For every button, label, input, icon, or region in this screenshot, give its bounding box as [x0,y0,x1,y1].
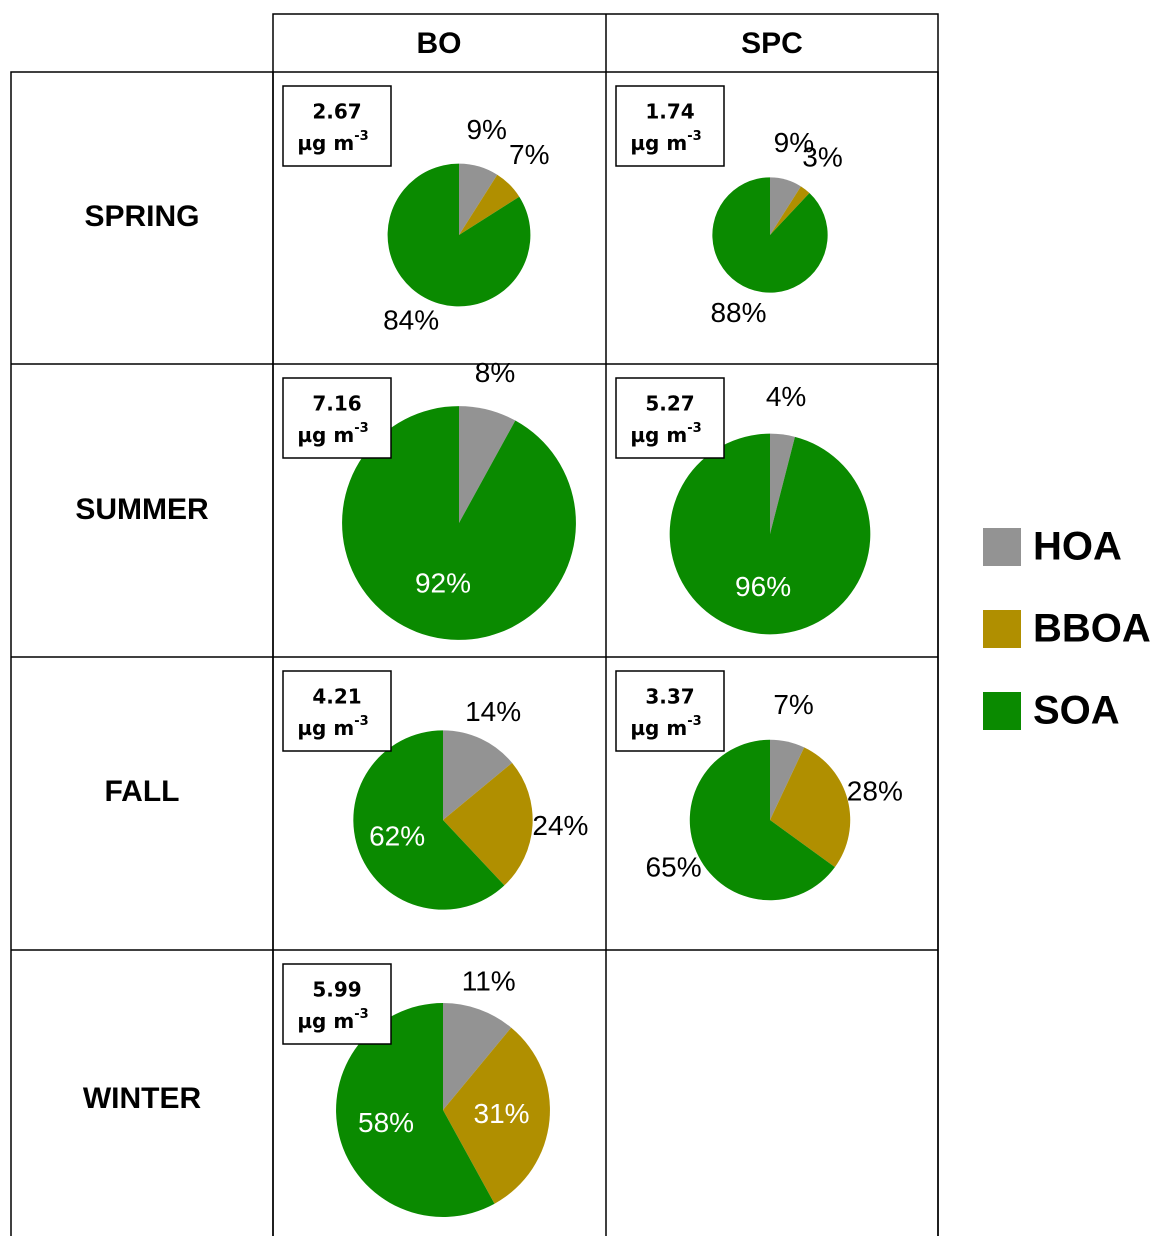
column-header: BO [417,27,462,60]
legend-label: BBOA [1033,607,1151,651]
mass-box [615,670,725,752]
mass-box [282,670,392,752]
mass-unit: µg m-3 [630,421,701,447]
unit-text: µg m [630,423,687,447]
mass-unit: µg m-3 [297,1007,368,1033]
pie-slice [669,433,871,635]
pie-label: 92% [415,568,471,599]
row-header: WINTER [83,1082,202,1115]
pie-slice [770,433,795,534]
pie-slice [770,177,801,235]
pie-label: 88% [710,297,766,328]
pie-slice [353,730,505,910]
pie-label: 96% [735,571,791,602]
row-header: SPRING [84,200,199,233]
pie-slice [443,730,513,820]
unit-text: µg m [297,131,354,155]
legend-swatch [983,692,1021,730]
pie-slice [770,186,810,235]
mass-box [282,963,392,1045]
pie-label: 62% [369,821,425,852]
unit-text: µg m [630,131,687,155]
pie [353,730,533,910]
pie-label: 65% [646,852,702,883]
pie-label: 58% [358,1107,414,1138]
unit-power: -3 [687,129,701,144]
pie [689,739,851,901]
unit-power: -3 [354,714,368,729]
mass-value: 5.99 [312,978,361,1002]
legend-swatch [983,610,1021,648]
legend-label: SOA [1033,689,1120,733]
unit-text: µg m [297,423,354,447]
mass-unit: µg m-3 [297,129,368,155]
mass-unit: µg m-3 [630,714,701,740]
mass-unit: µg m-3 [297,714,368,740]
mass-value: 5.27 [645,392,694,416]
mass-box [615,85,725,167]
mass-box [282,377,392,459]
mass-value: 2.67 [312,100,361,124]
pie-label: 3% [802,142,842,173]
mass-unit: µg m-3 [630,129,701,155]
pie [336,1003,550,1217]
pie [712,177,828,293]
unit-power: -3 [687,714,701,729]
unit-text: µg m [297,716,354,740]
pie-label: 31% [474,1098,530,1129]
unit-power: -3 [687,421,701,436]
pie-label: 7% [509,139,549,170]
pie-slice [443,1003,512,1110]
pie-label: 4% [766,381,806,412]
pie-label: 11% [462,965,516,996]
pie-slice [770,739,805,820]
mass-value: 4.21 [312,685,361,709]
mass-box [615,377,725,459]
pie-slice [712,177,828,293]
pie-label: 14% [465,696,521,727]
unit-power: -3 [354,129,368,144]
pie [387,163,531,307]
pie [342,406,576,640]
unit-text: µg m [630,716,687,740]
pie-label: 8% [475,357,515,388]
pie-slice [459,406,516,523]
pie-label: 84% [383,305,439,336]
mass-box [282,85,392,167]
pie-slice [443,1027,550,1204]
pie-label: 7% [773,689,813,720]
pie-slice [443,762,533,886]
unit-power: -3 [354,1007,368,1022]
pie [669,433,871,635]
pie-slice [770,747,851,868]
mass-unit: µg m-3 [297,421,368,447]
pie-label: 9% [774,127,814,158]
pie-slice [387,163,531,307]
row-header: SUMMER [75,493,209,526]
mass-value: 7.16 [312,392,361,416]
legend-label: HOA [1033,525,1122,569]
pie-label: 24% [532,810,588,841]
table-grid [10,13,939,1241]
column-header: SPC [741,27,803,60]
pie-slice [459,174,520,235]
row-header: FALL [105,775,180,808]
mass-value: 3.37 [645,685,694,709]
pie-slice [342,406,576,640]
legend-swatch [983,528,1021,566]
mass-value: 1.74 [645,100,694,124]
pie-label: 28% [847,775,903,806]
pie-label: 9% [466,114,506,145]
pie-slice [689,739,835,901]
unit-power: -3 [354,421,368,436]
pie-slice [336,1003,495,1217]
pie-slice [459,163,498,235]
unit-text: µg m [297,1009,354,1033]
